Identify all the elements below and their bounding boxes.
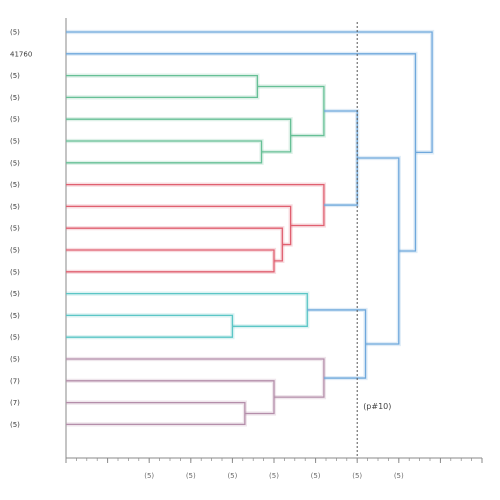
- leaf-label: (5): [10, 138, 20, 146]
- merge-link: [66, 291, 310, 329]
- leaf-label: (5): [10, 29, 20, 37]
- merge-link: [66, 117, 293, 154]
- link-halo: [66, 29, 435, 155]
- leaf-label: (5): [10, 203, 20, 211]
- link-line: [323, 110, 358, 206]
- leaf-label: (5): [10, 181, 20, 189]
- cut-line-group: (p#10): [356, 22, 391, 458]
- merge-link: [66, 400, 247, 427]
- leaf-label: (5): [10, 334, 20, 342]
- link-halo: [323, 108, 360, 208]
- x-tick-label: (5): [186, 472, 196, 480]
- merge-link: [66, 29, 435, 155]
- link-halo: [66, 73, 260, 100]
- link-line: [66, 227, 283, 262]
- link-line: [66, 314, 234, 338]
- leaf-label: (5): [10, 116, 20, 124]
- merge-link: [66, 247, 277, 274]
- leaf-label: (5): [10, 72, 20, 80]
- link-halo: [66, 226, 285, 263]
- link-line: [66, 401, 246, 426]
- merge-link: [66, 313, 235, 340]
- leaf-label: (5): [10, 356, 20, 364]
- link-line: [66, 74, 259, 99]
- link-halo: [66, 400, 247, 427]
- leaf-label: (5): [10, 290, 20, 298]
- link-halo: [66, 204, 293, 247]
- link-line: [66, 292, 308, 327]
- leaf-label: (5): [10, 421, 20, 429]
- leaf-label: (5): [10, 247, 20, 255]
- link-halo: [66, 291, 310, 329]
- link-line: [66, 205, 292, 246]
- merge-link: [66, 226, 285, 263]
- link-halo: [66, 51, 418, 254]
- merge-link: [323, 108, 360, 208]
- merge-link: [66, 138, 264, 165]
- merge-link: [66, 51, 418, 254]
- merge-link: [66, 73, 260, 100]
- x-tick-label: (5): [144, 472, 154, 480]
- link-line: [66, 140, 263, 164]
- x-tick-label: (5): [311, 472, 321, 480]
- leaf-label: (5): [10, 312, 20, 320]
- link-line: [66, 358, 325, 398]
- dendrogram-links: [66, 29, 435, 427]
- cut-label: (p#10): [363, 402, 391, 411]
- leaf-label: (7): [10, 377, 20, 385]
- link-line: [66, 31, 433, 154]
- leaf-label: (5): [10, 225, 20, 233]
- x-tick-label: (5): [394, 472, 404, 480]
- leaf-labels: (5) 41760 (5) (5) (5) (5) (5) (5) (5) (5) (5) (5) (5…: [10, 29, 32, 429]
- link-halo: [66, 138, 264, 165]
- link-halo: [66, 313, 235, 340]
- leaf-label: (5): [10, 159, 20, 167]
- merge-link: [66, 204, 293, 247]
- link-line: [66, 249, 275, 273]
- x-tick-label: (5): [352, 472, 362, 480]
- merge-link: [66, 356, 327, 400]
- x-axis: (5) (5) (5) (5) (5) (5) (5): [65, 18, 483, 480]
- link-halo: [66, 356, 327, 400]
- x-tick-label: (5): [227, 472, 237, 480]
- link-halo: [66, 117, 293, 154]
- leaf-label: 41760: [10, 50, 32, 58]
- link-line: [66, 53, 417, 252]
- link-halo: [66, 247, 277, 274]
- leaf-label: (7): [10, 399, 20, 407]
- leaf-label: (5): [10, 94, 20, 102]
- x-tick-label: (5): [269, 472, 279, 480]
- leaf-label: (5): [10, 268, 20, 276]
- link-line: [66, 118, 292, 153]
